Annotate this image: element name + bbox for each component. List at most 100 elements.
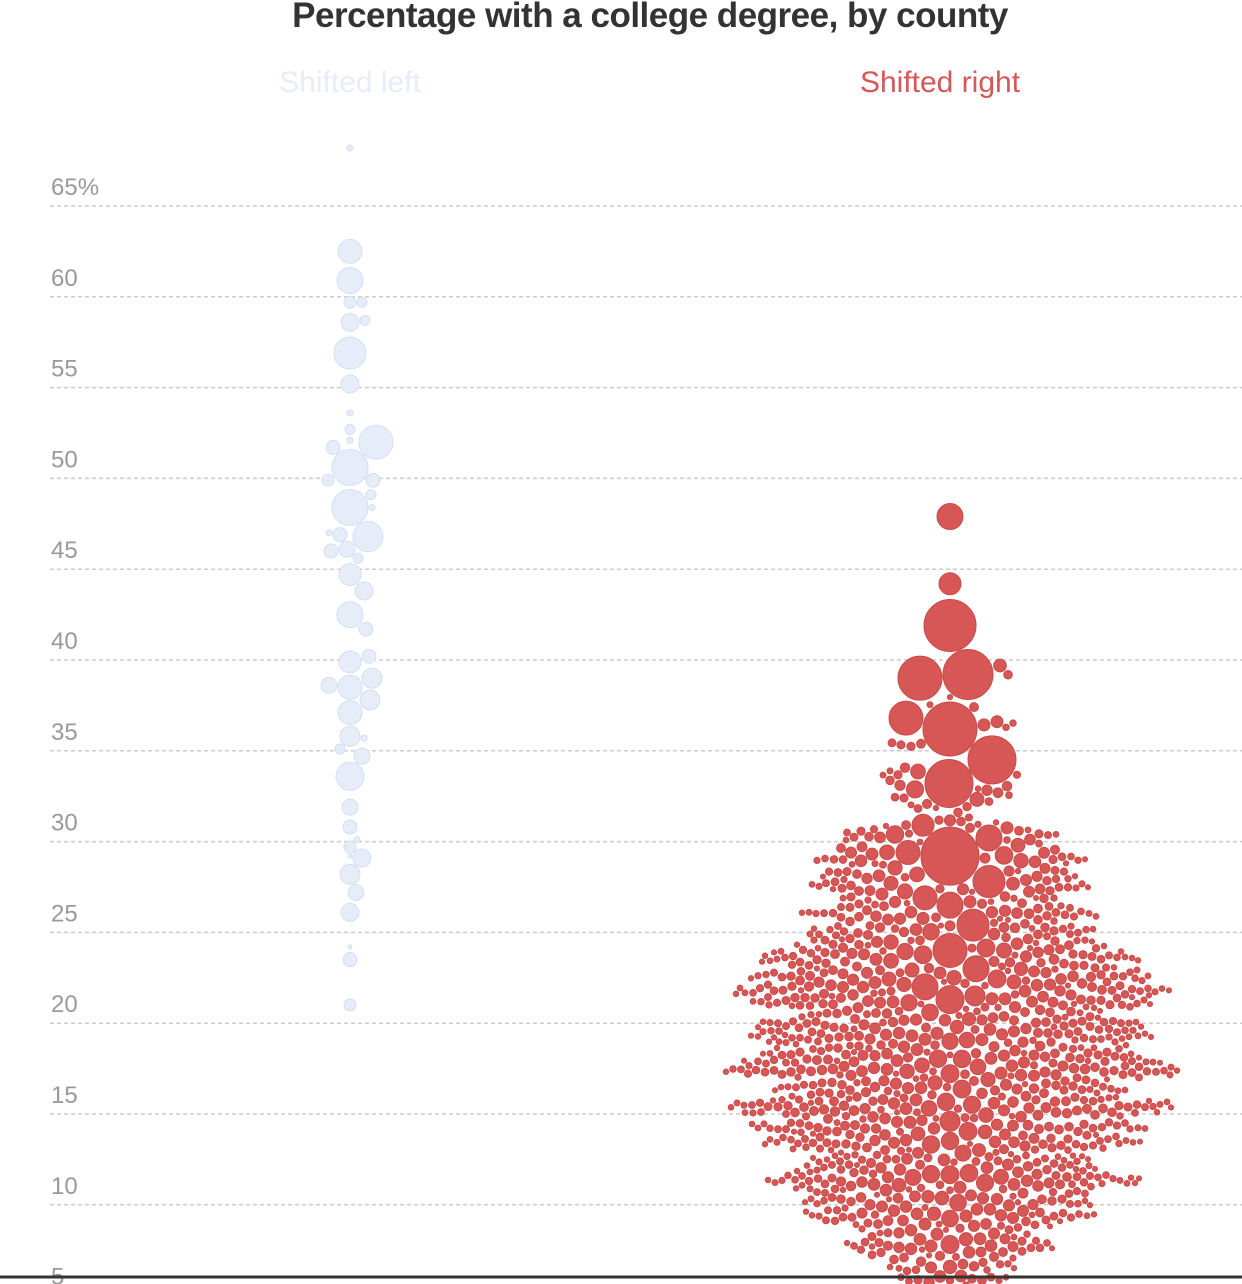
shifted-right-county-dot bbox=[1004, 916, 1012, 923]
shifted-left-county-dot bbox=[361, 667, 383, 689]
shifted-right-county-dot bbox=[1064, 982, 1072, 989]
shifted-right-county-dot bbox=[1022, 1161, 1034, 1172]
shifted-right-county-dot bbox=[976, 1014, 988, 1026]
shifted-right-county-dot bbox=[893, 912, 907, 925]
shifted-right-county-dot bbox=[1098, 1103, 1108, 1114]
shifted-right-county-dot bbox=[842, 866, 852, 877]
shifted-right-county-dot bbox=[1032, 1157, 1042, 1167]
shifted-right-county-dot bbox=[1056, 1218, 1064, 1225]
shifted-right-county-dot bbox=[1000, 821, 1014, 835]
shifted-right-county-dot bbox=[762, 1059, 770, 1068]
shifted-right-county-dot bbox=[1085, 1012, 1095, 1022]
shifted-right-county-dot bbox=[808, 1212, 816, 1219]
shifted-right-county-dot bbox=[1108, 1016, 1118, 1026]
shifted-right-county-dot bbox=[1063, 883, 1073, 892]
shifted-right-county-dot bbox=[883, 952, 899, 969]
shifted-right-county-dot bbox=[816, 1064, 828, 1076]
shifted-right-county-dot bbox=[829, 1096, 839, 1107]
shifted-right-county-dot bbox=[954, 1144, 972, 1162]
shifted-right-county-dot bbox=[1064, 1146, 1072, 1154]
shifted-right-county-dot bbox=[774, 1019, 782, 1028]
shifted-right-county-dot bbox=[1026, 944, 1034, 952]
shifted-right-county-dot bbox=[1149, 1058, 1157, 1066]
shifted-right-county-dot bbox=[1099, 1144, 1107, 1152]
shifted-right-county-dot bbox=[1014, 868, 1022, 875]
shifted-right-county-dot bbox=[804, 1121, 814, 1131]
shifted-right-county-dot bbox=[912, 1075, 920, 1082]
shifted-right-county-dot bbox=[807, 1027, 817, 1037]
shifted-right-county-dot bbox=[997, 1104, 1011, 1117]
shifted-right-county-dot bbox=[813, 1188, 821, 1197]
shifted-right-county-dot bbox=[901, 1152, 913, 1165]
shifted-right-county-dot bbox=[920, 826, 980, 886]
shifted-right-county-dot bbox=[916, 1114, 928, 1127]
shifted-right-county-dot bbox=[1020, 1007, 1030, 1017]
shifted-right-county-dot bbox=[784, 1083, 792, 1091]
shifted-right-county-dot bbox=[891, 1177, 907, 1193]
shifted-right-county-dot bbox=[941, 1032, 959, 1050]
shifted-right-county-dot bbox=[758, 958, 766, 965]
shifted-right-county-dot bbox=[1122, 1041, 1130, 1049]
shifted-right-county-dot bbox=[975, 824, 1003, 852]
shifted-right-county-dot bbox=[869, 1134, 881, 1147]
shifted-right-county-dot bbox=[881, 1047, 893, 1060]
shifted-right-county-dot bbox=[819, 988, 829, 999]
shifted-right-county-dot bbox=[901, 820, 911, 830]
shifted-right-county-dot bbox=[1136, 1138, 1144, 1145]
shifted-left-county-dot bbox=[368, 503, 376, 511]
shifted-right-county-dot bbox=[898, 1014, 910, 1026]
shifted-right-county-dot bbox=[965, 822, 975, 833]
shifted-right-county-dot bbox=[1061, 1108, 1073, 1119]
shifted-right-county-dot bbox=[798, 945, 808, 955]
shifted-right-county-dot bbox=[1079, 1142, 1089, 1152]
shifted-right-county-dot bbox=[969, 791, 985, 807]
shifted-left-county-dot bbox=[344, 423, 356, 435]
shifted-right-county-dot bbox=[1056, 1140, 1066, 1151]
shifted-right-county-dot bbox=[979, 852, 991, 864]
shifted-right-county-dot bbox=[1048, 1058, 1058, 1068]
shifted-right-county-dot bbox=[737, 1065, 745, 1074]
shifted-right-county-dot bbox=[843, 828, 851, 837]
y-axis-ticks: 65% 60 55 50 45 40 35 30 25 20 15 10 5 bbox=[51, 174, 99, 1284]
shifted-right-county-dot bbox=[999, 891, 1011, 902]
shifted-right-county-dot bbox=[1004, 967, 1012, 975]
shifted-right-county-dot bbox=[837, 903, 845, 912]
shifted-right-county-dot bbox=[989, 1085, 1001, 1096]
shifted-right-county-dot bbox=[854, 939, 864, 950]
shifted-right-county-dot bbox=[813, 1122, 823, 1133]
shifted-right-county-dot bbox=[969, 702, 979, 713]
shifted-right-county-dot bbox=[1048, 1245, 1056, 1252]
shifted-right-county-dot bbox=[1090, 1078, 1100, 1088]
shifted-right-county-dot bbox=[807, 1011, 815, 1019]
shifted-right-county-dot bbox=[830, 1216, 840, 1226]
shifted-left-county-dot bbox=[325, 529, 333, 537]
shifted-right-county-dot bbox=[952, 1079, 972, 1099]
shifted-right-county-dot bbox=[822, 1138, 832, 1148]
shifted-right-county-dot bbox=[960, 1113, 970, 1122]
shifted-right-county-dot bbox=[967, 735, 1017, 785]
shifted-right-county-dot bbox=[1068, 1018, 1078, 1028]
shifted-left-county-dot bbox=[361, 648, 377, 664]
shifted-right-county-dot bbox=[1057, 852, 1067, 862]
shifted-right-county-dot bbox=[1017, 898, 1027, 909]
shifted-right-county-dot bbox=[876, 1200, 888, 1213]
shifted-right-county-dot bbox=[1007, 1072, 1015, 1080]
shifted-right-county-dot bbox=[1094, 1025, 1104, 1034]
shifted-right-county-dot bbox=[912, 885, 938, 911]
shifted-right-county-dot bbox=[867, 1178, 881, 1191]
shifted-right-county-dot bbox=[820, 1179, 830, 1189]
shifted-right-county-dot bbox=[1081, 856, 1089, 863]
shifted-right-county-dot bbox=[858, 1225, 866, 1233]
shifted-right-county-dot bbox=[832, 1206, 842, 1215]
shifted-right-county-dot bbox=[984, 797, 994, 806]
shifted-right-county-dot bbox=[1055, 973, 1067, 985]
shifted-left-county-dot bbox=[343, 840, 357, 854]
shifted-right-county-dot bbox=[993, 1156, 1003, 1166]
shifted-right-county-dot bbox=[1007, 1096, 1019, 1108]
shifted-right-county-dot bbox=[1127, 1050, 1135, 1058]
shifted-right-county-dot bbox=[786, 1118, 796, 1127]
shifted-right-county-dot bbox=[1036, 958, 1046, 968]
shifted-right-county-dot bbox=[1041, 1078, 1051, 1089]
shifted-right-county-dot bbox=[1020, 874, 1032, 886]
